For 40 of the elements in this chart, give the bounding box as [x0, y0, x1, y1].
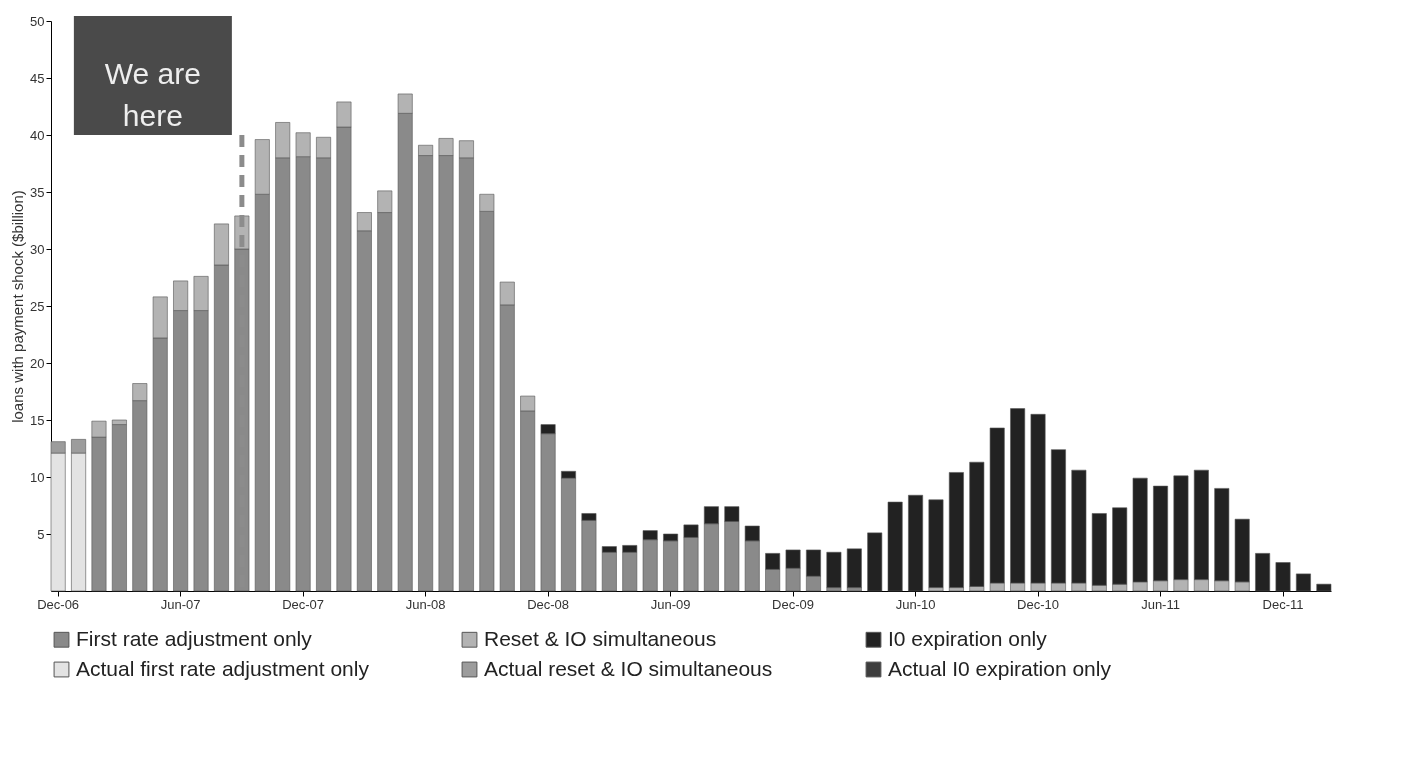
legend-label: Actual reset & IO simultaneous — [484, 656, 773, 680]
legend-label: First rate adjustment only — [76, 626, 313, 650]
bar — [908, 494, 924, 592]
bar — [887, 501, 903, 592]
x-tick-label: Dec-06 — [37, 596, 80, 612]
x-tick-label: Dec-11 — [1262, 596, 1304, 612]
bar — [826, 551, 842, 588]
y-tick-label: 50 — [30, 13, 45, 29]
legend-label: Actual first rate adjustment only — [76, 656, 370, 680]
bar — [948, 472, 964, 588]
y-tick-label: 15 — [30, 412, 45, 428]
y-tick-label: 5 — [37, 526, 45, 542]
x-tick-label: Dec-09 — [772, 596, 815, 612]
legend-label: Reset & IO simultaneous — [484, 626, 717, 650]
x-tick-label: Dec-08 — [527, 596, 570, 612]
ref-line-label: We are here — [104, 57, 201, 132]
y-tick-label: 35 — [30, 184, 45, 200]
y-tick-label: 30 — [30, 241, 45, 257]
bar — [1275, 562, 1291, 592]
bar — [928, 499, 944, 588]
bar — [867, 532, 883, 592]
x-tick-label: Jun-11 — [1141, 596, 1180, 612]
legend-label: Actual I0 expiration only — [888, 656, 1112, 680]
x-tick-label: Jun-08 — [405, 596, 446, 612]
bar — [846, 548, 862, 588]
x-tick-label: Dec-10 — [1017, 596, 1060, 612]
y-tick-label: 10 — [30, 469, 45, 485]
y-tick-label: 40 — [30, 127, 45, 143]
legend-label: I0 expiration only — [888, 626, 1048, 650]
bar — [1316, 583, 1332, 592]
y-tick-label: 20 — [30, 355, 45, 371]
bar — [1296, 573, 1311, 592]
y-axis-title: loans with payment shock ($billion) — [9, 190, 27, 423]
x-tick-label: Jun-07 — [160, 596, 201, 612]
x-tick-label: Jun-10 — [895, 596, 936, 612]
bar — [1255, 553, 1271, 592]
x-tick-label: Dec-07 — [282, 596, 325, 612]
y-tick-label: 25 — [30, 298, 45, 314]
y-tick-label: 45 — [30, 70, 45, 86]
x-tick-label: Jun-09 — [650, 596, 691, 612]
